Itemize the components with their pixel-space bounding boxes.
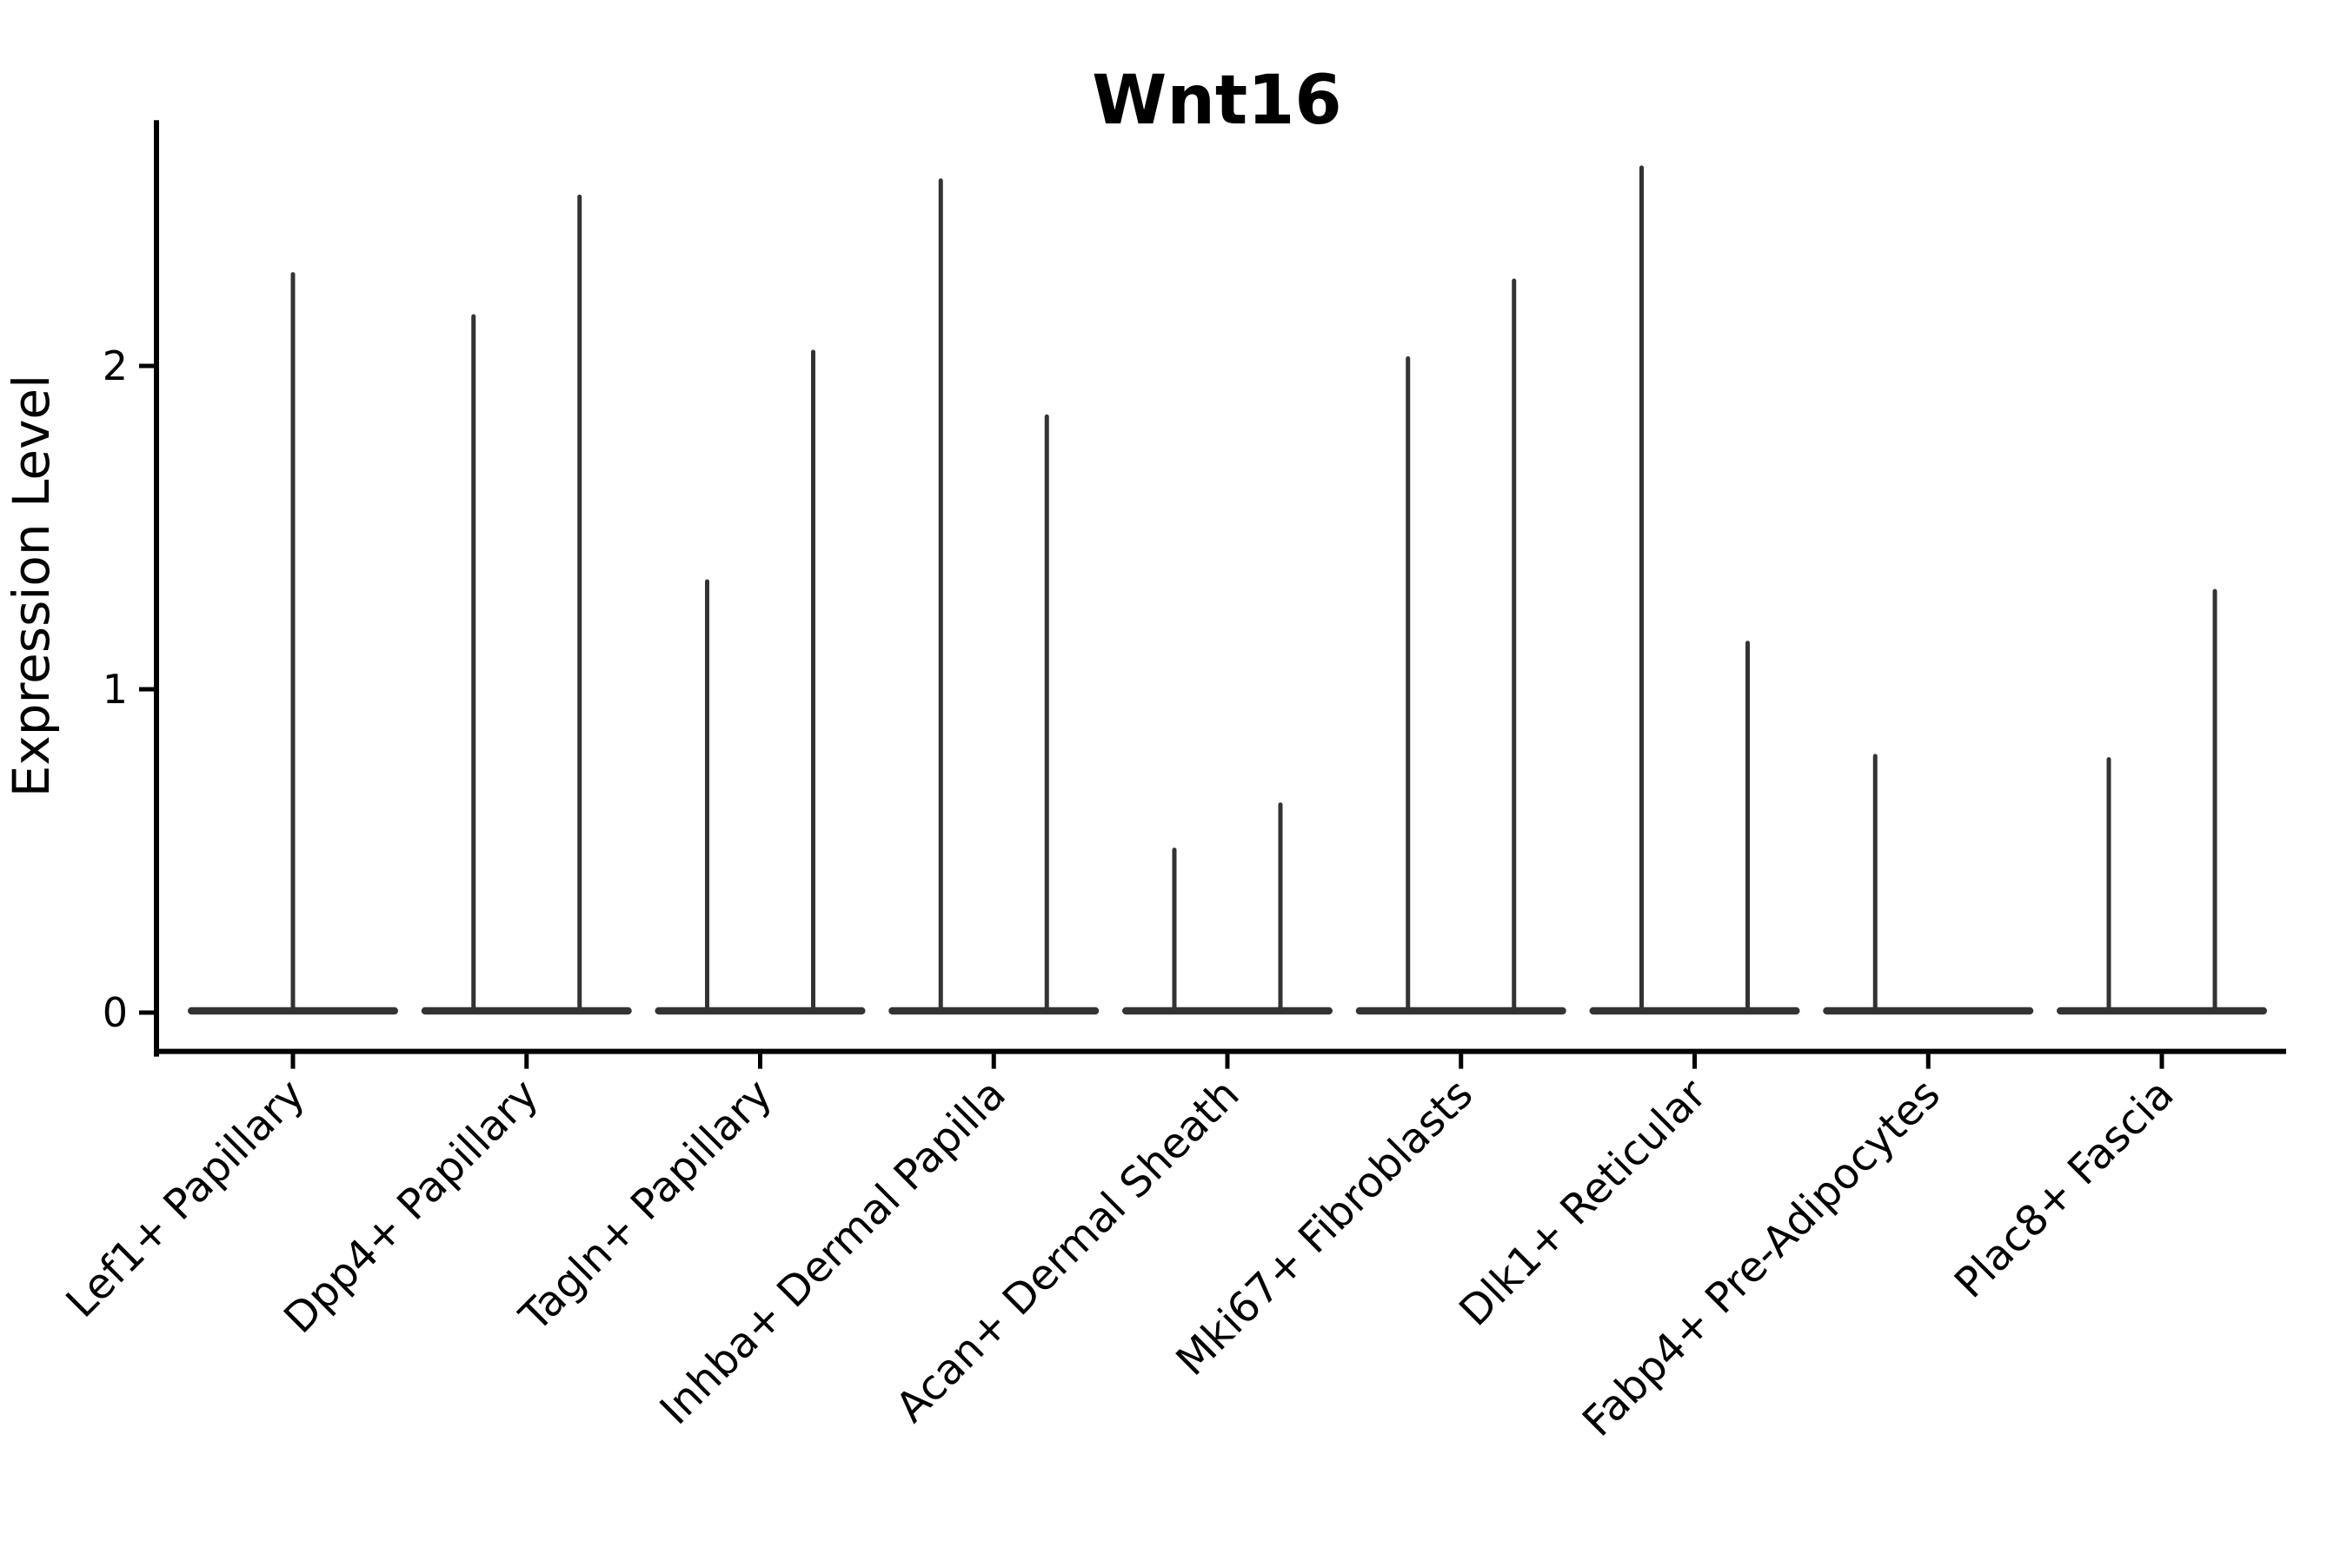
violin-spike: [1512, 278, 1517, 1013]
violin-base: [888, 1007, 1100, 1015]
violin-spike: [2106, 757, 2111, 1013]
y-tick: [139, 363, 154, 369]
violin-base: [1355, 1007, 1566, 1015]
violin-base: [1589, 1007, 1800, 1015]
y-axis: [154, 120, 159, 1057]
x-tick-label: Plac8+ Fascia: [1945, 1070, 2184, 1308]
violin-spike: [1745, 641, 1750, 1013]
y-tick: [139, 1010, 154, 1015]
x-tick: [1692, 1053, 1697, 1069]
x-tick: [991, 1053, 996, 1069]
violin-spike: [938, 178, 943, 1013]
x-tick: [1225, 1053, 1230, 1069]
x-tick-label: Lef1+ Papillary: [57, 1070, 315, 1327]
y-axis-label: Expression Level: [2, 375, 61, 797]
x-tick: [1925, 1053, 1931, 1069]
x-tick: [758, 1053, 762, 1069]
x-axis: [154, 1048, 2286, 1054]
violin-spike: [577, 194, 582, 1013]
violin-base: [655, 1007, 866, 1015]
violin-base: [2057, 1007, 2267, 1015]
x-tick: [524, 1053, 529, 1069]
violin-base: [1823, 1007, 2034, 1015]
violin-spike: [1172, 847, 1177, 1013]
violin-spike: [705, 579, 709, 1013]
violin-spike: [1044, 414, 1049, 1013]
y-tick-label: 0: [103, 989, 128, 1036]
violin-spike: [1639, 165, 1644, 1013]
y-tick-label: 1: [103, 666, 128, 713]
x-tick: [2159, 1053, 2164, 1069]
violin-spike: [1278, 802, 1283, 1013]
y-tick: [139, 687, 154, 692]
x-tick-label: Dlk1+ Reticular: [1450, 1070, 1716, 1336]
y-tick-label: 2: [103, 342, 128, 389]
violin-spike: [1872, 754, 1878, 1013]
x-tick: [1459, 1053, 1464, 1069]
x-tick-label: Tagln+ Papillary: [510, 1070, 781, 1341]
x-tick-label: Dpp4+ Papillary: [275, 1070, 548, 1343]
violin-base: [1122, 1007, 1333, 1015]
violin-spike: [290, 272, 296, 1013]
chart-title: Wnt16: [1092, 62, 1341, 140]
violin-spike: [471, 314, 476, 1013]
violin-spike: [1406, 355, 1411, 1013]
x-tick: [290, 1053, 296, 1069]
violin-spike: [2212, 588, 2217, 1013]
violin-spike: [811, 349, 815, 1013]
violin-base: [421, 1007, 632, 1015]
